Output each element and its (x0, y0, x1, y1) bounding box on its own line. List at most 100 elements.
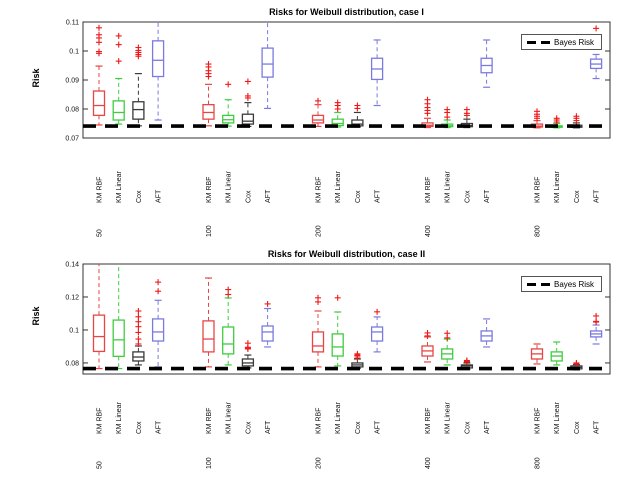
x-method-label: KM Linear (116, 401, 123, 434)
x-method-label: Cox (355, 190, 362, 203)
boxplot-case2-400-km-rbf (421, 329, 434, 363)
boxplot-case2-200-aft (370, 308, 384, 353)
x-method-label: KM RBF (316, 408, 323, 434)
x-method-label: Cox (574, 190, 581, 203)
x-method-label: KM RBF (206, 177, 213, 203)
group-size-label: 400 (425, 457, 432, 469)
case1-y-axis-label: Risk (31, 68, 41, 88)
iqr-box (112, 100, 125, 121)
x-method-label: AFT (156, 420, 163, 434)
y-tick-label: 0.12 (65, 294, 79, 301)
boxplot-case1-100-aft (261, 22, 274, 110)
dashed-line-icon (527, 40, 536, 44)
x-method-label: KM RBF (535, 177, 542, 203)
iqr-box (92, 314, 106, 353)
x-method-label: AFT (265, 189, 272, 203)
group-size-label: 200 (316, 457, 323, 469)
iqr-box (92, 90, 106, 117)
boxplot-case1-400-aft (480, 39, 493, 88)
x-method-label: AFT (594, 189, 601, 203)
y-tick-label: 0.09 (65, 78, 79, 85)
y-tick-label: 0.1 (69, 49, 79, 56)
group-size-label: 400 (425, 225, 432, 237)
iqr-box (112, 319, 125, 358)
iqr-box (222, 326, 235, 355)
x-method-label: KM RBF (535, 408, 542, 434)
iqr-box (331, 333, 344, 357)
group-size-label: 200 (316, 225, 323, 237)
x-method-label: KM Linear (554, 170, 561, 203)
boxplot-case1-100-km-rbf (202, 61, 215, 127)
x-method-label: Cox (136, 190, 143, 203)
boxplot-case2-800-aft (589, 312, 603, 345)
x-method-label: KM RBF (316, 177, 323, 203)
x-method-label: AFT (265, 420, 272, 434)
dashed-line-icon (541, 282, 550, 286)
boxplot-case2-50-aft (151, 279, 165, 368)
x-method-label: KM Linear (226, 170, 233, 203)
group-size-label: 800 (535, 457, 542, 469)
group-size-label: 50 (97, 229, 104, 237)
boxplot-case1-50-aft (151, 22, 165, 121)
boxplot-case1-200-km-linear (331, 99, 344, 128)
x-method-label: Cox (245, 190, 252, 203)
iqr-box (370, 326, 384, 342)
boxplot-case2-50-km-rbf (92, 264, 106, 370)
boxplot-case2-100-km-linear (222, 286, 235, 366)
legend-label: Bayes Risk (554, 37, 595, 47)
group-size-label: 100 (206, 457, 213, 469)
x-method-label: Cox (574, 421, 581, 434)
case1-axes: 0.07 0.08 0.09 0.1 0.11 KM RBF KM Linear Cox AFT… (65, 20, 611, 237)
x-method-label: KM RBF (97, 177, 104, 203)
group-size-label: 50 (97, 461, 104, 469)
dashed-line-icon (527, 282, 536, 286)
boxplot-case1-50-km-linear (112, 32, 125, 125)
iqr-box (151, 318, 165, 342)
case2-title: Risks for Weibull distribution, case II (267, 249, 426, 259)
boxplot-case2-100-km-rbf (202, 277, 215, 368)
group-size-label: 800 (535, 225, 542, 237)
x-method-label: KM Linear (445, 170, 452, 203)
iqr-box (261, 325, 274, 342)
legend-label: Bayes Risk (554, 279, 595, 289)
x-method-label: KM RBF (425, 177, 432, 203)
x-method-label: KM Linear (335, 170, 342, 203)
boxplot-case2-100-aft (261, 300, 274, 348)
case2-axes: 0.08 0.1 0.12 0.14 KM RBF KM Linear Cox AFT KM R… (65, 262, 611, 469)
boxplot-case2-400-km-linear (441, 330, 454, 366)
boxplot-case2-200-km-linear (331, 294, 344, 367)
y-tick-label: 0.07 (65, 136, 79, 143)
iqr-box (261, 47, 274, 78)
x-method-label: KM RBF (425, 408, 432, 434)
x-method-label: Cox (136, 421, 143, 434)
iqr-box (202, 320, 215, 353)
y-tick-label: 0.08 (65, 107, 79, 114)
y-tick-label: 0.14 (65, 262, 79, 269)
iqr-box (132, 101, 145, 120)
x-method-label: KM RBF (97, 408, 104, 434)
boxplot-case1-100-cox (241, 78, 255, 128)
x-method-label: AFT (484, 420, 491, 434)
boxplot-case1-100-km-linear (222, 81, 235, 127)
x-method-label: KM Linear (445, 401, 452, 434)
boxplot-case2-800-km-rbf (530, 343, 544, 365)
boxplot-case2-50-cox (132, 308, 145, 366)
x-method-label: Cox (355, 421, 362, 434)
y-tick-label: 0.08 (65, 360, 79, 367)
y-tick-label: 0.1 (69, 327, 79, 334)
x-method-label: AFT (375, 420, 382, 434)
x-method-label: AFT (484, 189, 491, 203)
boxplot-case1-200-aft (370, 39, 384, 107)
y-tick-label: 0.11 (66, 20, 79, 27)
legend-bayes-risk-case2: Bayes Risk (521, 276, 602, 292)
case1-title: Risks for Weibull distribution, case I (269, 7, 424, 17)
boxplot-case2-800-km-linear (550, 341, 563, 366)
x-method-label: KM Linear (116, 170, 123, 203)
legend-bayes-risk-case1: Bayes Risk (521, 34, 602, 50)
x-method-label: AFT (594, 420, 601, 434)
iqr-box (311, 114, 325, 124)
x-method-label: KM RBF (206, 408, 213, 434)
case2-y-axis-label: Risk (31, 306, 41, 326)
